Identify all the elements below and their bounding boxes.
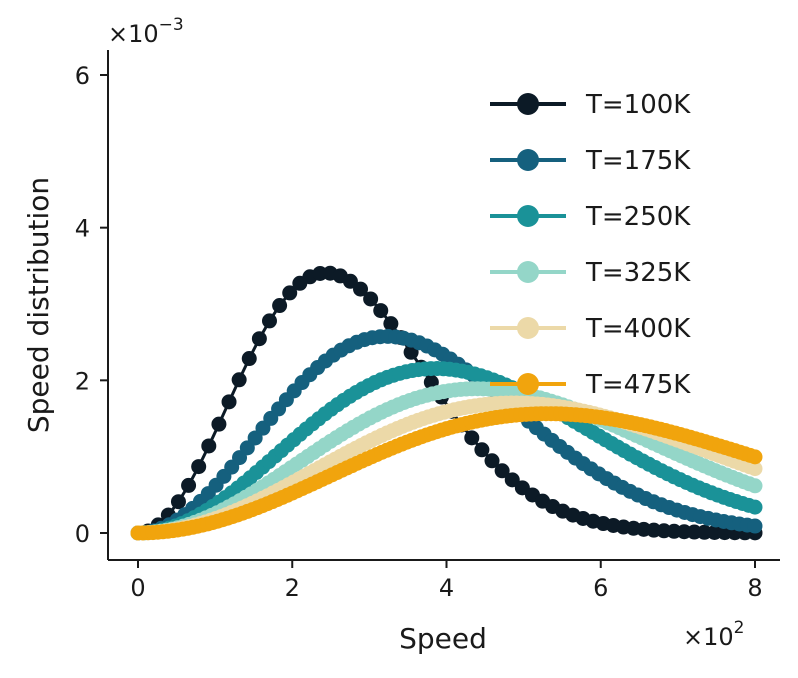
- y-tick-label: 2: [75, 367, 90, 395]
- y-tick-label: 4: [75, 215, 90, 243]
- data-point: [464, 430, 480, 446]
- data-point: [747, 499, 763, 515]
- data-point: [383, 316, 399, 332]
- legend-label: T=325K: [585, 258, 691, 288]
- data-point: [211, 416, 227, 432]
- plot-frame: [107, 50, 780, 561]
- x-tick-label: 8: [747, 574, 762, 602]
- data-point: [474, 442, 490, 458]
- legend-item: T=325K: [490, 258, 691, 288]
- series-layer: [130, 265, 763, 541]
- data-point: [191, 459, 207, 475]
- x-tick-label: 6: [593, 574, 608, 602]
- data-point: [747, 518, 763, 534]
- legend-label: T=175K: [585, 146, 691, 176]
- y-multiplier: ×10−3: [108, 15, 184, 48]
- legend-label: T=100K: [585, 90, 691, 120]
- data-point: [353, 281, 369, 297]
- x-tick-label: 2: [285, 574, 300, 602]
- x-axis-label: Speed: [399, 622, 487, 655]
- data-point: [251, 331, 267, 347]
- x-tick-label: 0: [130, 574, 145, 602]
- legend-swatch-marker: [517, 373, 539, 395]
- legend-swatch-marker: [517, 93, 539, 115]
- data-point: [261, 313, 277, 329]
- data-point: [221, 394, 237, 410]
- data-point: [747, 461, 763, 477]
- data-point: [747, 449, 763, 465]
- data-point: [494, 463, 510, 479]
- data-point: [282, 285, 298, 301]
- data-point: [272, 298, 288, 314]
- data-point: [231, 372, 247, 388]
- x-multiplier: ×102: [683, 618, 744, 651]
- data-point: [504, 472, 520, 488]
- legend-swatch-marker: [517, 205, 539, 227]
- x-multiplier-exponent: 2: [734, 618, 745, 638]
- x-axis-ticks: 0 2 4 6 8: [130, 560, 763, 602]
- legend-label: T=475K: [585, 370, 691, 400]
- legend-label: T=250K: [585, 202, 691, 232]
- legend-item: T=175K: [490, 146, 691, 176]
- y-tick-label: 6: [75, 62, 90, 90]
- data-point: [373, 303, 389, 319]
- y-multiplier-exponent: −3: [159, 15, 184, 35]
- data-point: [363, 291, 379, 307]
- legend: T=100K T=175K T=250K T=325K T=400K T=475K: [490, 90, 691, 400]
- data-point: [342, 273, 358, 289]
- legend-swatch-marker: [517, 149, 539, 171]
- y-tick-label: 0: [75, 520, 90, 548]
- y-axis-label: Speed distribution: [22, 177, 55, 433]
- legend-swatch-marker: [517, 261, 539, 283]
- x-multiplier-base: ×10: [683, 623, 734, 651]
- y-axis-ticks: 0 2 4 6: [75, 62, 108, 548]
- data-point: [170, 494, 186, 510]
- legend-item: T=475K: [490, 370, 691, 400]
- legend-item: T=100K: [490, 90, 691, 120]
- legend-item: T=400K: [490, 314, 691, 344]
- data-point: [484, 453, 500, 469]
- data-point: [201, 438, 217, 454]
- x-tick-label: 4: [439, 574, 454, 602]
- data-point: [181, 477, 197, 493]
- data-point: [241, 351, 257, 367]
- legend-label: T=400K: [585, 314, 691, 344]
- series-T=475K: [130, 406, 763, 541]
- legend-swatch-marker: [517, 317, 539, 339]
- y-multiplier-base: ×10: [108, 20, 159, 48]
- data-point: [747, 478, 763, 494]
- legend-item: T=250K: [490, 202, 691, 232]
